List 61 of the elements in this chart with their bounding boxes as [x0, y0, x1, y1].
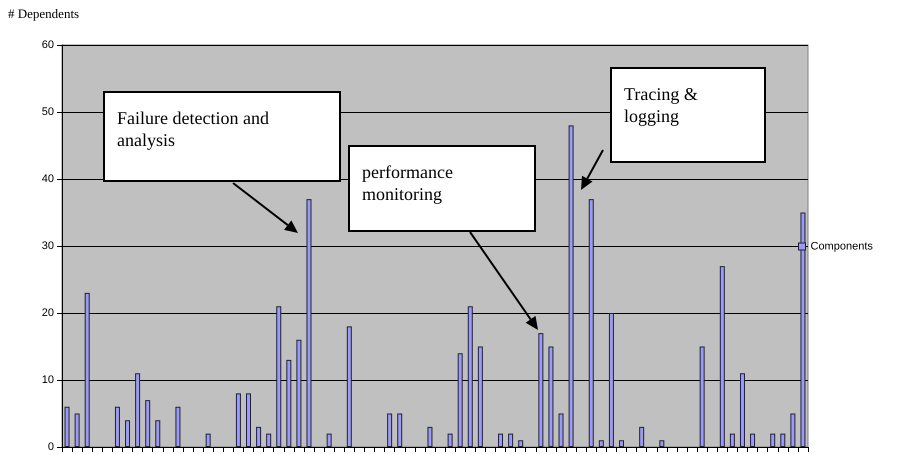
bar	[608, 313, 614, 447]
bar	[236, 393, 241, 447]
bar	[588, 199, 594, 447]
bar	[750, 434, 756, 447]
bar	[74, 414, 80, 447]
bar	[639, 426, 644, 447]
bar	[276, 306, 282, 447]
bar	[125, 420, 130, 447]
bar	[135, 373, 140, 447]
bar	[720, 266, 725, 447]
bar	[246, 393, 251, 447]
callout-box: Failure detection and analysis	[103, 91, 341, 182]
bar	[458, 353, 463, 447]
bar	[478, 346, 483, 447]
bar	[598, 440, 604, 447]
bar	[448, 434, 453, 447]
y-tick-label: 40	[42, 173, 54, 185]
bar	[206, 434, 211, 447]
legend-label: Components	[810, 240, 874, 252]
bar	[619, 440, 624, 447]
bar	[64, 406, 70, 447]
bar	[256, 426, 262, 447]
bar	[700, 346, 705, 447]
callout-box: performance monitoring	[348, 145, 536, 232]
bar	[397, 414, 402, 447]
y-axis-title: # Dependents	[8, 6, 80, 22]
bar	[740, 373, 745, 447]
bar	[175, 406, 180, 447]
bar	[770, 434, 776, 447]
bar	[145, 400, 150, 447]
y-tick-label: 30	[42, 240, 54, 252]
bar	[730, 434, 735, 447]
bar	[548, 346, 554, 447]
bar	[518, 440, 524, 447]
bar	[286, 360, 292, 447]
bar	[508, 434, 514, 447]
bar	[387, 414, 392, 447]
y-tick-label: 10	[42, 374, 54, 386]
bar	[790, 414, 796, 447]
bar	[84, 292, 90, 447]
bar	[659, 440, 664, 447]
bar	[568, 125, 574, 447]
bar	[558, 414, 564, 447]
bar	[326, 434, 332, 447]
y-tick-label: 60	[42, 39, 54, 51]
bar	[114, 406, 120, 447]
bar	[498, 434, 504, 447]
bar	[266, 434, 272, 447]
y-tick-label: 0	[48, 441, 54, 453]
y-tick-label: 50	[42, 106, 54, 118]
bar	[155, 420, 160, 447]
bar	[800, 212, 806, 447]
bar	[346, 326, 352, 447]
bar	[538, 333, 544, 447]
bar	[306, 199, 312, 447]
bar	[468, 306, 473, 447]
bar	[296, 340, 302, 447]
callout-box: Tracing & logging	[610, 67, 766, 163]
y-tick-label: 20	[42, 307, 54, 319]
bar	[780, 434, 786, 447]
bar	[427, 426, 432, 447]
